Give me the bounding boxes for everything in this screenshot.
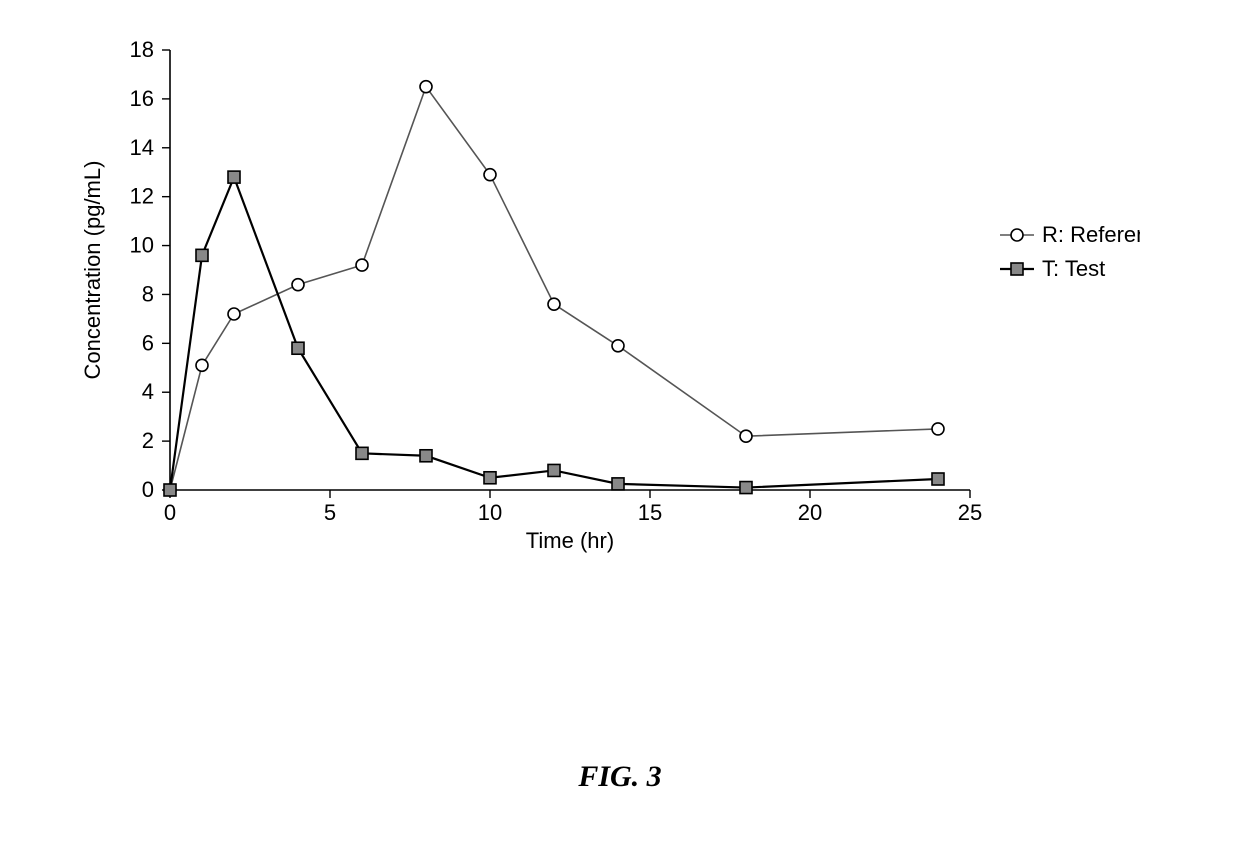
series-marker-circle bbox=[932, 423, 944, 435]
y-tick-label: 4 bbox=[142, 379, 154, 404]
x-tick-label: 25 bbox=[958, 500, 982, 525]
y-tick-label: 0 bbox=[142, 477, 154, 502]
y-axis-label: Concentration (pg/mL) bbox=[80, 161, 105, 380]
series-marker-circle bbox=[740, 430, 752, 442]
y-tick-label: 16 bbox=[130, 86, 154, 111]
series-marker-square bbox=[612, 478, 624, 490]
legend-label: R: Reference bbox=[1042, 222, 1140, 247]
concentration-time-chart: 0 5 10 15 20 25 0 2 4 6 8 10 12 14 16 18 Time (hr) Concen… bbox=[40, 20, 1140, 585]
y-tick-label: 2 bbox=[142, 428, 154, 453]
chart-background bbox=[40, 20, 1140, 580]
series-marker-circle bbox=[196, 359, 208, 371]
x-tick-label: 10 bbox=[478, 500, 502, 525]
legend-label: T: Test bbox=[1042, 256, 1105, 281]
series-marker-square bbox=[164, 484, 176, 496]
series-marker-circle bbox=[356, 259, 368, 271]
figure-caption: FIG. 3 bbox=[0, 760, 1240, 794]
y-tick-label: 8 bbox=[142, 281, 154, 306]
y-tick-label: 14 bbox=[130, 135, 154, 160]
y-tick-label: 18 bbox=[130, 37, 154, 62]
x-tick-label: 15 bbox=[638, 500, 662, 525]
x-axis-label: Time (hr) bbox=[526, 528, 614, 553]
series-marker-square bbox=[740, 482, 752, 494]
series-marker-square bbox=[356, 447, 368, 459]
series-marker-circle bbox=[420, 81, 432, 93]
y-tick-label: 10 bbox=[130, 233, 154, 258]
series-marker-circle bbox=[548, 298, 560, 310]
series-marker-circle bbox=[484, 169, 496, 181]
x-tick-label: 20 bbox=[798, 500, 822, 525]
series-marker-circle bbox=[228, 308, 240, 320]
series-marker-square bbox=[484, 472, 496, 484]
x-tick-label: 5 bbox=[324, 500, 336, 525]
y-tick-label: 6 bbox=[142, 330, 154, 355]
series-marker-square bbox=[228, 171, 240, 183]
y-tick-label: 12 bbox=[130, 184, 154, 209]
legend-marker-circle bbox=[1011, 229, 1023, 241]
x-tick-label: 0 bbox=[164, 500, 176, 525]
series-marker-square bbox=[196, 249, 208, 261]
legend-marker-square bbox=[1011, 263, 1023, 275]
series-marker-square bbox=[420, 450, 432, 462]
series-marker-square bbox=[292, 342, 304, 354]
series-marker-circle bbox=[612, 340, 624, 352]
series-marker-circle bbox=[292, 279, 304, 291]
series-marker-square bbox=[548, 464, 560, 476]
chart-svg: 0 5 10 15 20 25 0 2 4 6 8 10 12 14 16 18 Time (hr) Concen… bbox=[40, 20, 1140, 580]
series-marker-square bbox=[932, 473, 944, 485]
